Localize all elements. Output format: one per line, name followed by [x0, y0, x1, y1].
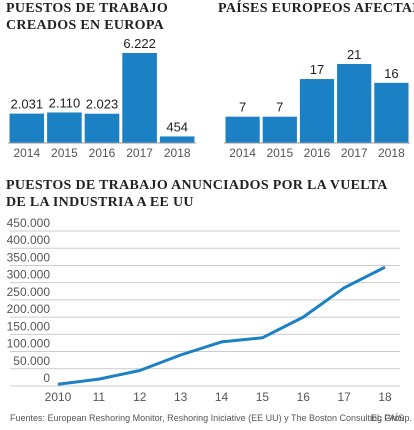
chart-title: CREADOS EN EUROPA: [6, 18, 165, 33]
x-tick-label: 16: [297, 390, 311, 404]
x-tick-label: 2016: [89, 146, 116, 160]
x-tick-label: 12: [133, 390, 147, 404]
x-tick-label: 2010: [45, 390, 72, 404]
y-tick-label: 450.000: [7, 216, 51, 230]
bar: [299, 79, 335, 143]
x-tick-label: 2015: [51, 146, 78, 160]
value-label: 17: [310, 62, 324, 77]
chart-title: PUESTOS DE TRABAJO: [6, 1, 168, 16]
value-label: 2.023: [86, 97, 119, 112]
x-tick-label: 13: [174, 390, 188, 404]
bar: [225, 116, 260, 143]
x-tick-label: 18: [378, 390, 392, 404]
x-tick-label: 2017: [126, 146, 153, 160]
value-label: 2.110: [49, 95, 81, 110]
value-label: 6.222: [123, 36, 156, 51]
bar: [122, 53, 157, 143]
bar: [159, 136, 195, 143]
value-label: 7: [276, 100, 283, 115]
bar: [374, 82, 409, 143]
bar: [47, 112, 82, 143]
x-tick-label: 17: [337, 390, 351, 404]
x-tick-label: 2014: [13, 146, 40, 160]
x-tick-label: 2015: [266, 146, 293, 160]
source-note: Fuentes: European Reshoring Monitor, Res…: [10, 413, 412, 423]
x-tick-label: 14: [215, 390, 229, 404]
y-tick-label: 350.000: [7, 250, 51, 264]
y-tick-label: 300.000: [7, 268, 51, 282]
bar: [84, 113, 120, 143]
value-label: 21: [347, 47, 361, 62]
y-tick-label: 250.000: [7, 285, 51, 299]
y-tick-label: 150.000: [7, 319, 51, 333]
bar: [337, 64, 372, 143]
y-tick-label: 100.000: [7, 337, 51, 351]
x-tick-label: 2017: [341, 146, 368, 160]
credit: EL PAÍS: [371, 413, 404, 423]
value-label: 454: [166, 119, 188, 134]
value-label: 2.031: [11, 97, 44, 112]
y-tick-label: 400.000: [7, 233, 51, 247]
bar: [9, 113, 45, 143]
x-tick-label: 11: [93, 390, 106, 404]
chart-title: PAÍSES EUROPEOS AFECTADOS: [218, 0, 414, 16]
y-tick-label: 50.000: [13, 354, 50, 368]
x-tick-label: 2014: [229, 146, 256, 160]
y-tick-label: 200.000: [7, 302, 51, 316]
chart-title: PUESTOS DE TRABAJO ANUNCIADOS POR LA VUE…: [6, 178, 388, 193]
bar: [262, 116, 297, 143]
x-tick-label: 2018: [378, 146, 405, 160]
chart-title: DE LA INDUSTRIA A EE UU: [6, 195, 194, 210]
x-tick-label: 2016: [304, 146, 331, 160]
value-label: 7: [239, 100, 246, 115]
line: [57, 265, 386, 386]
value-label: 16: [384, 66, 398, 81]
x-tick-label: 2018: [164, 146, 191, 160]
y-tick-label: 0: [43, 371, 50, 385]
x-tick-label: 15: [256, 390, 270, 404]
